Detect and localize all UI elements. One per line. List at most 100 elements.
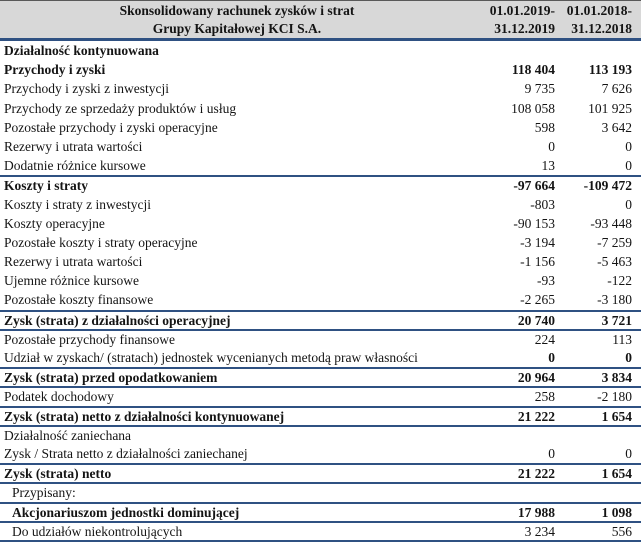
row-label: Zysk (strata) przed opodatkowaniem: [4, 370, 218, 386]
statement-title: Skonsolidowany rachunek zysków i strat G…: [4, 1, 470, 38]
row-label: Zysk (strata) netto: [4, 466, 112, 482]
row-label: Udział w zyskach/ (stratach) jednostek w…: [4, 350, 418, 365]
row-label: Koszty i straty: [4, 178, 88, 194]
row-value-2018: 556: [611, 523, 632, 539]
column-header-period-2019: 01.01.2019- 31.12.2019: [470, 1, 555, 38]
row-value-2018: [555, 484, 632, 501]
row-value-2018: -2 180: [597, 389, 632, 405]
row-value-2019: 0: [548, 350, 555, 365]
row-value-2018: 0: [625, 350, 632, 365]
table-row: Przypisany:: [0, 482, 641, 501]
row-label: Rezerwy i utrata wartości: [4, 138, 143, 154]
row-value-2019: -2 265: [520, 292, 555, 308]
row-value-2018: -122: [607, 273, 632, 289]
row-value-2018: 0: [625, 196, 632, 212]
table-row: Działalność kontynuowana: [0, 41, 641, 60]
table-row: Rezerwy i utrata wartości -1 156 -5 463: [0, 252, 641, 271]
row-value-2018: 3 834: [601, 370, 632, 386]
table-row: Przychody ze sprzedaży produktów i usług…: [0, 99, 641, 118]
row-value-2018: 0: [625, 445, 632, 461]
row-value-2018: 1 098: [601, 504, 632, 520]
row-label: Pozostałe koszty finansowe: [4, 292, 154, 308]
row-label: Ujemne różnice kursowe: [4, 273, 139, 289]
row-value-2019: 224: [534, 331, 555, 347]
row-value-2019: 17 988: [517, 504, 555, 520]
table-row: Zysk (strata) netto z działalności konty…: [0, 405, 641, 425]
row-value-2018: -5 463: [597, 254, 632, 270]
row-value-2019: -93: [537, 273, 555, 289]
row-value-2018: -7 259: [597, 234, 632, 250]
table-row: Przychody i zyski 118 404 113 193: [0, 60, 641, 79]
row-label: Koszty i straty z inwestycji: [4, 196, 151, 212]
row-label: Dodatnie różnice kursowe: [4, 158, 146, 174]
row-value-2019: 21 222: [517, 408, 555, 424]
row-label: Działalność zaniechana: [4, 427, 132, 443]
row-value-2018: 113: [612, 331, 632, 347]
table-row: Koszty i straty -97 664 -109 472: [0, 175, 641, 194]
table-row: Rezerwy i utrata wartości 0 0: [0, 137, 641, 156]
table-row: Zysk (strata) przed opodatkowaniem 20 964…: [0, 367, 641, 386]
row-value-2019: 258: [534, 389, 555, 405]
row-value-2018: 0: [625, 158, 632, 174]
row-label: Koszty operacyjne: [4, 215, 105, 231]
row-value-2019: 20 964: [517, 370, 555, 386]
row-value-2019: [470, 484, 555, 501]
table-row: Koszty operacyjne -90 153 -93 448: [0, 214, 641, 233]
table-row: Podatek dochodowy 258 -2 180: [0, 386, 641, 405]
period-2019-line2: 31.12.2019: [494, 21, 555, 36]
row-value-2019: 0: [548, 445, 555, 461]
row-label: Pozostałe przychody i zyski operacyjne: [4, 119, 218, 135]
table-row: Ujemne różnice kursowe -93 -122: [0, 271, 641, 290]
row-value-2019: 3 234: [524, 523, 555, 539]
row-value-2018: 3 642: [601, 119, 632, 135]
row-value-2018: [555, 41, 632, 60]
row-value-2019: 598: [534, 119, 555, 135]
row-value-2019: 108 058: [511, 100, 555, 116]
row-value-2019: 21 222: [517, 466, 555, 482]
row-value-2018: 1 654: [601, 466, 632, 482]
period-2019-line1: 01.01.2019-: [489, 3, 555, 18]
row-value-2019: 20 740: [517, 312, 555, 328]
row-value-2019: [470, 427, 555, 444]
table-row: Udział w zyskach/ (stratach) jednostek w…: [0, 348, 641, 367]
row-value-2018: 7 626: [601, 81, 632, 97]
row-label: Działalność kontynuowana: [4, 43, 159, 58]
statement-title-line1: Skonsolidowany rachunek zysków i strat: [119, 3, 355, 18]
table-row: Pozostałe koszty finansowe -2 265 -3 180: [0, 290, 641, 309]
row-value-2019: -3 194: [520, 234, 555, 250]
column-header-period-2018: 01.01.2018- 31.12.2018: [555, 1, 632, 38]
row-value-2019: -1 156: [520, 254, 555, 270]
table-row: Pozostałe koszty i straty operacyjne -3 1…: [0, 233, 641, 252]
period-2018-line2: 31.12.2018: [571, 21, 632, 36]
row-label: Zysk (strata) netto z działalności konty…: [4, 408, 285, 424]
row-label: Przychody i zyski z inwestycji: [4, 81, 169, 97]
table-row: Zysk (strata) z działalności operacyjnej…: [0, 309, 641, 329]
row-label: Przychody ze sprzedaży produktów i usług: [4, 100, 237, 116]
row-value-2018: -3 180: [597, 292, 632, 308]
table-row: Pozostałe przychody i zyski operacyjne 59…: [0, 118, 641, 137]
table-row: Pozostałe przychody finansowe 224 113: [0, 328, 641, 348]
row-value-2019: [470, 41, 555, 60]
table-body: Działalność kontynuowana Przychody i zysk…: [0, 41, 641, 540]
table-row: Działalność zaniechana: [0, 424, 641, 444]
period-2018-line1: 01.01.2018-: [566, 3, 632, 18]
row-label: Rezerwy i utrata wartości: [4, 254, 143, 270]
row-value-2019: -97 664: [513, 178, 555, 194]
row-value-2018: -109 472: [583, 178, 632, 194]
row-value-2019: 118 404: [511, 62, 555, 78]
row-label: Przychody i zyski: [4, 62, 106, 78]
table-row: Przychody i zyski z inwestycji 9 735 7 626: [0, 79, 641, 98]
row-value-2019: -803: [530, 196, 555, 212]
row-value-2018: 101 925: [588, 100, 632, 116]
row-label: Akcjonariuszom jednostki dominującej: [12, 504, 240, 520]
table-row: Dodatnie różnice kursowe 13 0: [0, 156, 641, 175]
row-label: Pozostałe przychody finansowe: [4, 331, 175, 347]
table-row: Zysk (strata) netto 21 222 1 654: [0, 463, 641, 482]
row-value-2018: 1 654: [601, 408, 632, 424]
row-value-2019: 0: [548, 138, 555, 154]
row-value-2019: 13: [541, 158, 556, 174]
table-row: Akcjonariuszom jednostki dominującej 17 9…: [0, 501, 641, 521]
row-value-2018: [555, 427, 632, 444]
row-value-2018: 0: [625, 138, 632, 154]
